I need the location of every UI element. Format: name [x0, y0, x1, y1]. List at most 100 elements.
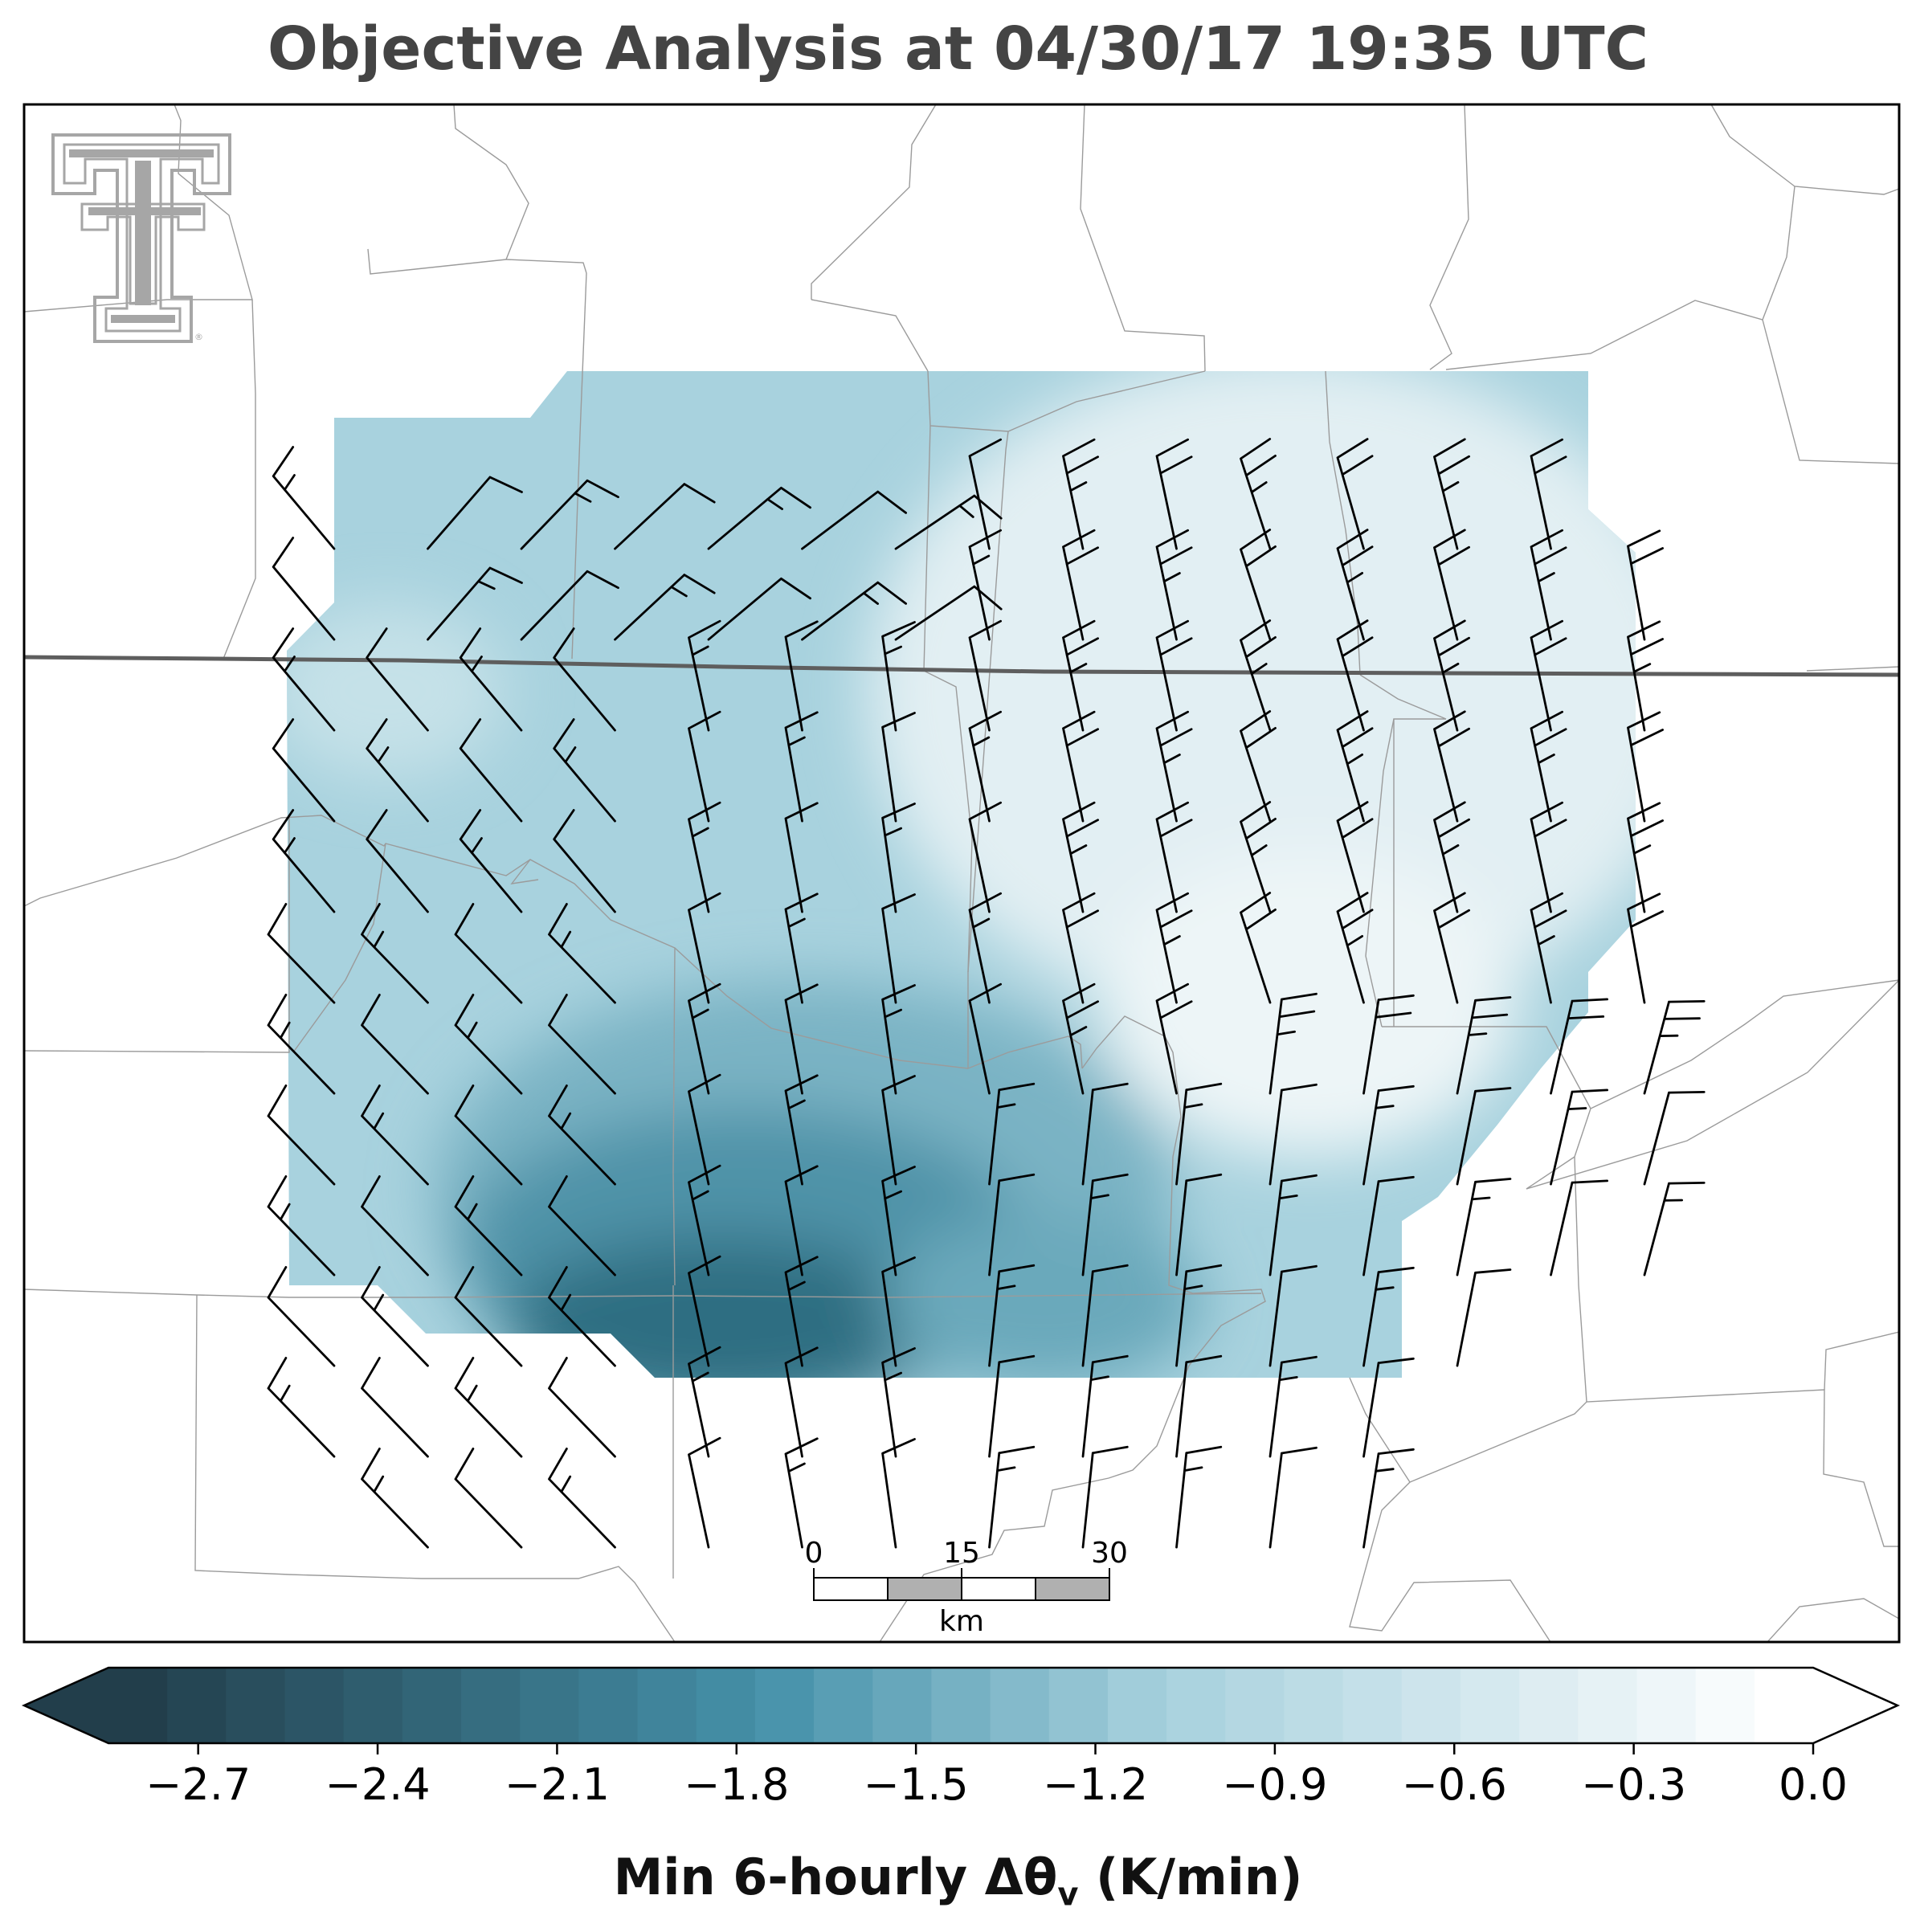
colorbar-segment	[108, 1668, 168, 1743]
colorbar-tick-label: −1.2	[1043, 1759, 1148, 1810]
colorbar-tick-label: −2.7	[145, 1759, 251, 1810]
wind-barb	[784, 983, 819, 1095]
colorbar-segment	[461, 1668, 521, 1743]
wind-barb	[968, 982, 1002, 1095]
wind-barb	[1362, 994, 1415, 1095]
wind-barb	[881, 1166, 916, 1276]
wind-barb	[361, 1266, 429, 1367]
colorbar-segments	[21, 1666, 1901, 1745]
wind-barb	[881, 1256, 916, 1367]
wind-barb	[520, 479, 619, 550]
wind-barb	[1643, 1182, 1706, 1276]
wind-barb	[361, 1448, 429, 1549]
wind-barb	[1062, 982, 1099, 1095]
wind-barb	[968, 438, 1002, 550]
wind-barb	[1155, 438, 1193, 550]
wind-barb	[1062, 801, 1099, 913]
colorbar-segment	[1460, 1668, 1520, 1743]
scale-label-30: 30	[1091, 1537, 1128, 1570]
wind-barb	[1268, 1355, 1318, 1458]
colorbar-tick-label: −1.5	[864, 1759, 969, 1810]
wind-barb	[1433, 438, 1470, 550]
wind-barb	[272, 627, 336, 732]
wind-barb	[1081, 1445, 1129, 1549]
wind-barb	[1456, 996, 1512, 1095]
wind-barb	[361, 903, 429, 1004]
colorbar-segment	[814, 1668, 873, 1743]
colorbar-segment	[1401, 1668, 1461, 1743]
wind-barb	[1155, 982, 1193, 1095]
wind-barb	[784, 620, 819, 732]
wind-barbs	[267, 438, 1706, 1549]
wind-barb	[988, 1354, 1036, 1458]
wind-barb	[1362, 1266, 1415, 1367]
colorbar-tick-label: −2.1	[505, 1759, 610, 1810]
scale-label-15: 15	[943, 1537, 980, 1570]
wind-barb	[968, 710, 1002, 823]
colorbar-segment	[990, 1668, 1050, 1743]
colorbar-segment	[343, 1668, 403, 1743]
colorbar-label-units: (K/min)	[1078, 1848, 1303, 1906]
wind-barb	[1155, 529, 1193, 641]
wind-barb	[688, 619, 721, 732]
wind-barb	[1081, 1082, 1129, 1186]
wind-barb	[1155, 710, 1193, 823]
colorbar-tick-label: −1.8	[684, 1759, 789, 1810]
colorbar-segment	[1166, 1668, 1226, 1743]
wind-barb	[553, 718, 616, 823]
wind-barb	[1550, 1089, 1608, 1186]
colorbar-segment	[402, 1668, 462, 1743]
wind-barb	[459, 809, 523, 913]
scale-bar: 0 15 30 km	[805, 1537, 1128, 1638]
wind-barb	[1433, 710, 1470, 823]
wind-barb	[1627, 620, 1664, 732]
wind-barb	[1240, 619, 1277, 732]
wind-barb	[1433, 619, 1470, 732]
wind-barb	[1530, 619, 1567, 732]
wind-barb	[801, 490, 907, 550]
wind-barb	[707, 577, 811, 641]
wind-barb	[614, 483, 716, 550]
wind-barb	[548, 1175, 616, 1276]
wind-barb	[784, 1256, 819, 1367]
wind-barb	[361, 1084, 429, 1186]
wind-barb	[1062, 619, 1099, 732]
wind-barb	[1155, 619, 1193, 732]
colorbar-tick-label: −0.3	[1581, 1759, 1686, 1810]
wind-barb	[267, 1357, 336, 1458]
state-boundary	[24, 655, 1899, 677]
wind-barb	[366, 718, 429, 823]
wind-barb	[454, 1266, 523, 1367]
wind-barb	[881, 712, 916, 823]
wind-barb	[1530, 801, 1567, 913]
map-title: Objective Analysis at 04/30/17 19:35 UTC	[268, 14, 1648, 84]
wind-barb	[1268, 1083, 1318, 1186]
wind-barb	[1456, 1178, 1512, 1276]
wind-barb	[454, 994, 523, 1095]
wind-barb	[1175, 1445, 1223, 1549]
wind-barb	[881, 621, 916, 732]
wind-barb	[272, 718, 336, 823]
wind-barb	[1627, 529, 1664, 641]
wind-barb	[548, 1357, 616, 1458]
wind-barb	[1336, 710, 1374, 823]
colorbar-tick-label: 0.0	[1779, 1759, 1848, 1810]
wind-barb	[1643, 1000, 1706, 1095]
wind-barb	[688, 1346, 721, 1458]
wind-barb	[361, 1357, 429, 1458]
wind-barb	[688, 982, 721, 1095]
county-boundaries	[24, 104, 1899, 1642]
wind-barb	[881, 1438, 916, 1549]
wind-barb	[548, 1084, 616, 1186]
wind-barb	[1362, 1357, 1415, 1458]
wind-barb	[988, 1173, 1036, 1276]
texas-tech-double-t-logo	[51, 133, 231, 343]
wind-barb	[784, 802, 819, 913]
wind-barb	[267, 1175, 336, 1276]
wind-barb	[454, 903, 523, 1004]
map-frame	[22, 103, 1901, 1644]
colorbar-segment	[1342, 1668, 1403, 1743]
colorbar-segment	[167, 1668, 227, 1743]
wind-barb	[1268, 1174, 1318, 1276]
wind-barb	[1240, 801, 1277, 913]
